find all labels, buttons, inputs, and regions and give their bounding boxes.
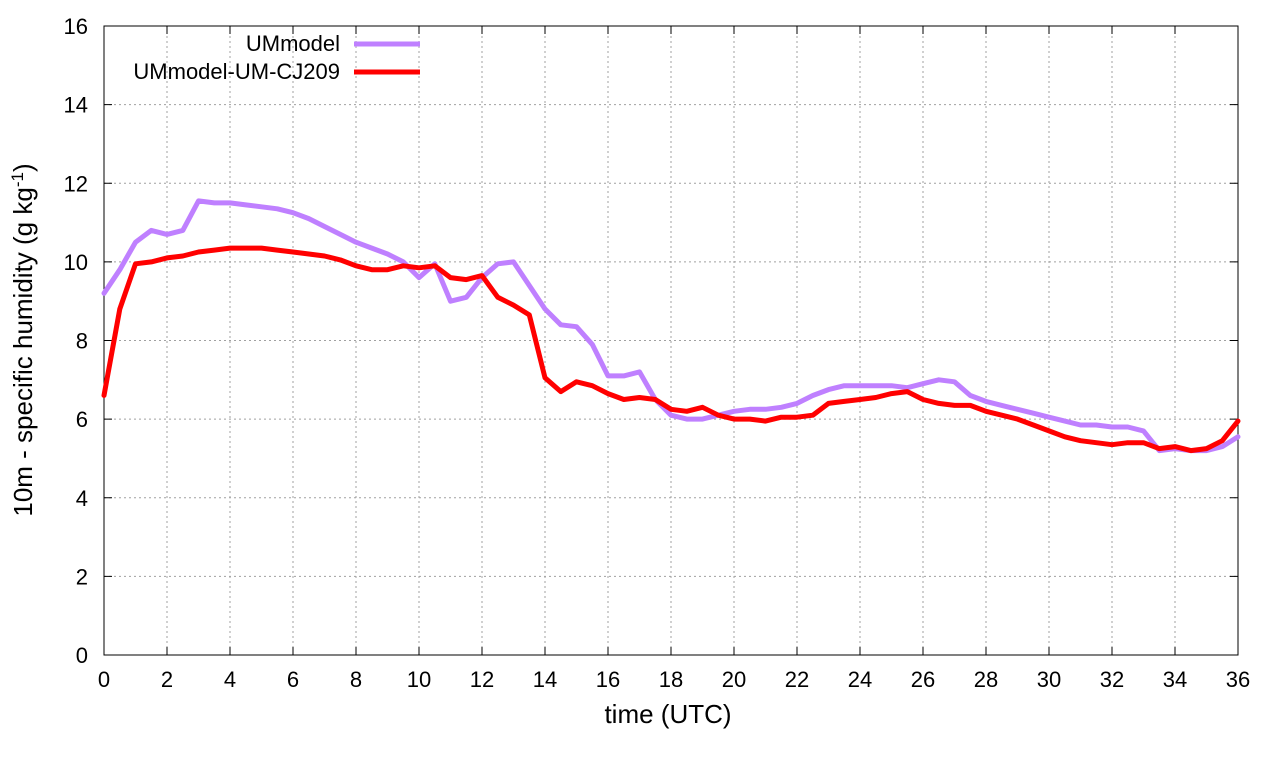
x-tick-label: 0 — [98, 667, 110, 692]
x-tick-label: 20 — [722, 667, 746, 692]
x-tick-label: 16 — [596, 667, 620, 692]
x-tick-label: 8 — [350, 667, 362, 692]
axis-ticks — [103, 25, 1239, 656]
x-tick-labels: 0 2 4 6 8 10 12 14 16 18 20 22 24 26 28 30 32 34 36 — [98, 667, 1250, 692]
y-tick-label: 6 — [76, 407, 88, 432]
x-tick-label: 28 — [974, 667, 998, 692]
x-axis-title: time (UTC) — [604, 699, 731, 729]
x-tick-label: 26 — [911, 667, 935, 692]
x-tick-label: 30 — [1037, 667, 1061, 692]
series-line-ummodel — [101, 198, 1241, 454]
x-tick-label: 32 — [1100, 667, 1124, 692]
y-tick-label: 2 — [76, 564, 88, 589]
y-tick-label: 4 — [76, 486, 88, 511]
series-lines — [101, 198, 1241, 454]
x-tick-label: 18 — [659, 667, 683, 692]
x-tick-label: 24 — [848, 667, 872, 692]
x-tick-label: 6 — [287, 667, 299, 692]
y-tick-label: 8 — [76, 329, 88, 354]
y-tick-label: 14 — [64, 93, 88, 118]
y-axis-title-superscript: -1 — [8, 172, 27, 187]
legend-label-ummodel: UMmodel — [246, 31, 340, 56]
series-line-ummodel-um-cj209 — [101, 245, 1241, 454]
y-tick-label: 0 — [76, 643, 88, 668]
y-tick-labels: 0 2 4 6 8 10 12 14 16 — [64, 14, 88, 668]
legend: UMmodel UMmodel-UM-CJ209 — [133, 31, 420, 84]
x-tick-label: 34 — [1163, 667, 1187, 692]
y-axis-title-main: 10m - specific humidity (g kg — [8, 187, 38, 516]
legend-label-ummodel-um-cj209: UMmodel-UM-CJ209 — [133, 59, 340, 84]
y-tick-label: 12 — [64, 171, 88, 196]
x-tick-label: 10 — [407, 667, 431, 692]
x-tick-label: 12 — [470, 667, 494, 692]
y-axis-title: 10m - specific humidity (g kg-1) — [8, 163, 38, 516]
y-axis-title-end: ) — [8, 163, 38, 172]
y-tick-label: 10 — [64, 250, 88, 275]
x-tick-label: 36 — [1226, 667, 1250, 692]
x-tick-label: 22 — [785, 667, 809, 692]
y-tick-label: 16 — [64, 14, 88, 39]
x-tick-label: 4 — [224, 667, 236, 692]
grid — [104, 26, 1238, 655]
x-tick-label: 14 — [533, 667, 557, 692]
x-tick-label: 2 — [161, 667, 173, 692]
